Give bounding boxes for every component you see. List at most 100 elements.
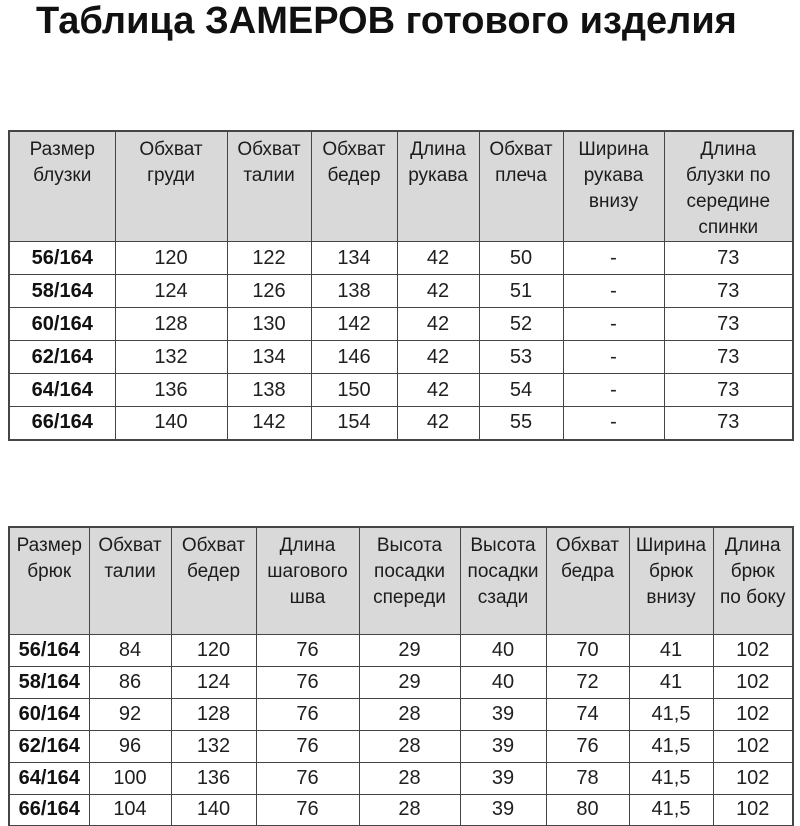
data-cell: 76 [255,633,360,667]
data-cell: 76 [255,761,360,795]
data-cell: 42 [396,307,480,341]
size-cell: 62/164 [8,340,116,374]
data-cell: 42 [396,406,480,440]
data-cell: 73 [663,373,794,407]
column-header: Ширина рукава внизу [562,130,665,242]
data-cell: 128 [114,307,228,341]
data-cell: 134 [226,340,312,374]
data-cell: 136 [114,373,228,407]
data-cell: - [562,340,665,374]
table-row: 64/164 100 136 76 28 39 78 41,5 102 [8,761,794,795]
data-cell: 51 [478,274,564,308]
table-row: 58/164 86 124 76 29 40 72 41 102 [8,665,794,699]
data-cell: - [562,274,665,308]
size-cell: 60/164 [8,697,90,731]
data-cell: 42 [396,241,480,275]
data-cell: 92 [88,697,172,731]
column-header: Обхват груди [114,130,228,242]
data-cell: 28 [358,761,461,795]
column-header: Высота посадки спереди [358,526,461,635]
data-cell: 41,5 [628,761,714,795]
data-cell: 73 [663,274,794,308]
data-cell: 74 [545,697,630,731]
data-cell: 80 [545,793,630,826]
data-cell: 42 [396,340,480,374]
size-cell: 58/164 [8,665,90,699]
data-cell: 28 [358,793,461,826]
data-cell: 70 [545,633,630,667]
data-cell: - [562,241,665,275]
data-cell: 29 [358,633,461,667]
data-cell: - [562,307,665,341]
blouse-size-table: Размер блузки Обхват груди Обхват талии Обх… [8,130,794,441]
column-header: Длина шагового шва [255,526,360,635]
column-header: Длина брюк по боку [712,526,794,635]
trousers-size-table: Размер брюк Обхват талии Обхват бедер Длина… [8,526,794,826]
size-cell: 62/164 [8,729,90,763]
data-cell: 73 [663,307,794,341]
data-cell: - [562,406,665,440]
column-header: Обхват бедер [310,130,398,242]
data-cell: 76 [255,793,360,826]
column-header: Обхват талии [88,526,172,635]
table-row: 56/164 120 122 134 42 50-73 [8,241,794,275]
size-cell: 64/164 [8,761,90,795]
data-cell: 29 [358,665,461,699]
data-cell: 54 [478,373,564,407]
data-cell: 102 [712,697,794,731]
data-cell: 86 [88,665,172,699]
data-cell: 41,5 [628,729,714,763]
column-header: Длина рукава [396,130,480,242]
size-cell: 66/164 [8,793,90,826]
size-cell: 56/164 [8,633,90,667]
data-cell: 104 [88,793,172,826]
data-cell: 78 [545,761,630,795]
data-cell: 146 [310,340,398,374]
column-header: Высота посадки сзади [459,526,547,635]
data-cell: 39 [459,729,547,763]
data-cell: 124 [170,665,257,699]
data-cell: 140 [170,793,257,826]
data-cell: 100 [88,761,172,795]
size-cell: 64/164 [8,373,116,407]
data-cell: 42 [396,274,480,308]
table-row: 64/164 136 138 150 42 54-73 [8,373,794,407]
table-row: 60/164 92 128 76 28 39 74 41,5 102 [8,697,794,731]
column-header: Обхват бедра [545,526,630,635]
data-cell: 132 [114,340,228,374]
data-cell: 41,5 [628,793,714,826]
data-cell: 134 [310,241,398,275]
data-cell: 39 [459,697,547,731]
data-cell: 39 [459,761,547,795]
size-cell: 60/164 [8,307,116,341]
data-cell: 41 [628,665,714,699]
data-cell: 124 [114,274,228,308]
column-header: Обхват плеча [478,130,564,242]
data-cell: 102 [712,793,794,826]
data-cell: 53 [478,340,564,374]
data-cell: 140 [114,406,228,440]
data-cell: 28 [358,697,461,731]
table-row: 66/164 104 140 76 28 39 80 41,5 102 [8,793,794,826]
data-cell: 120 [170,633,257,667]
page-title: Таблица ЗАМЕРОВ готового изделия [36,0,737,42]
data-cell: 102 [712,729,794,763]
header-row: Размер блузки Обхват груди Обхват талии Обх… [8,130,794,242]
size-cell: 66/164 [8,406,116,440]
data-cell: 40 [459,633,547,667]
data-cell: 142 [310,307,398,341]
size-cell: 58/164 [8,274,116,308]
column-header: Размер брюк [8,526,90,635]
table-row: 62/164 132 134 146 42 53-73 [8,340,794,374]
table-row: 56/164 84 120 76 29 40 70 41 102 [8,633,794,667]
data-cell: 76 [255,697,360,731]
data-cell: 130 [226,307,312,341]
data-cell: 102 [712,761,794,795]
column-header: Обхват бедер [170,526,257,635]
data-cell: 126 [226,274,312,308]
column-header: Ширина брюк внизу [628,526,714,635]
data-cell: 122 [226,241,312,275]
data-cell: 128 [170,697,257,731]
data-cell: 55 [478,406,564,440]
